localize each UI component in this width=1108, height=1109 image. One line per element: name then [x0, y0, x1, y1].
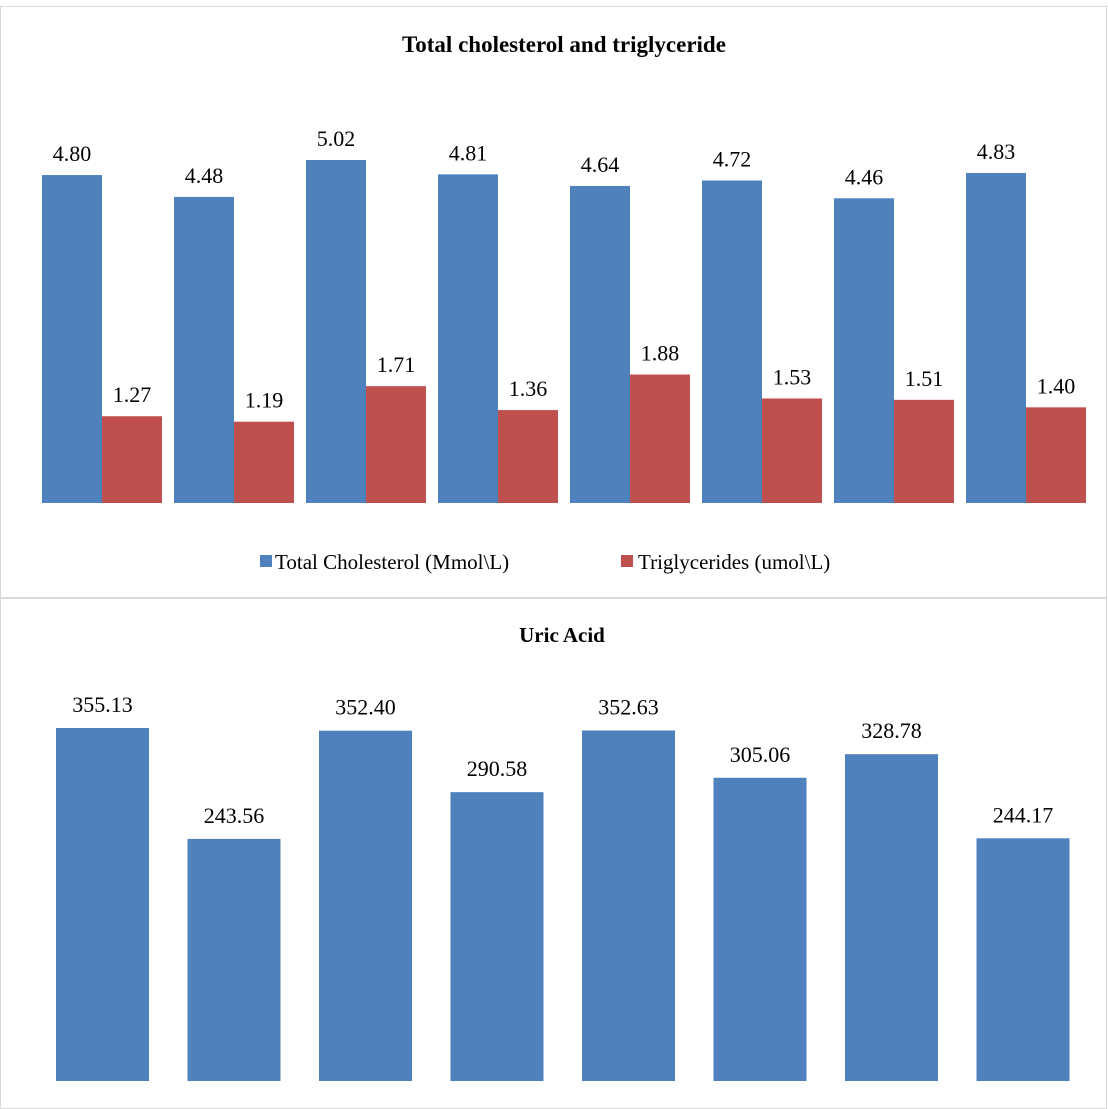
label-total-cholesterol-8: 4.83	[977, 139, 1016, 164]
label-triglycerides-1: 1.27	[113, 382, 152, 407]
chart-panel-cholesterol	[0, 6, 1107, 598]
plot-area-uric-acid: 355.13 243.56 352.40 290.58 352.63 305.06 328.…	[56, 692, 1070, 1081]
bar-uric-acid-6	[713, 777, 807, 1081]
label-uric-acid-7: 328.78	[861, 718, 922, 743]
legend-swatch-total-cholesterol	[260, 555, 272, 567]
label-total-cholesterol-2: 4.48	[185, 163, 224, 188]
bar-total-cholesterol-7	[834, 198, 894, 504]
label-triglycerides-2: 1.19	[245, 388, 284, 413]
bar-triglycerides-2	[234, 421, 294, 503]
label-uric-acid-3: 352.40	[335, 695, 396, 720]
bar-total-cholesterol-2	[174, 196, 234, 503]
chart-title-cholesterol: Total cholesterol and triglyceride	[402, 32, 726, 57]
legend: Total Cholesterol (Mmol\L) Triglycerides…	[260, 550, 830, 574]
label-triglycerides-8: 1.40	[1037, 373, 1076, 398]
bar-uric-acid-1	[56, 728, 149, 1081]
label-total-cholesterol-3: 5.02	[317, 126, 356, 151]
bar-uric-acid-8	[976, 838, 1070, 1081]
bar-uric-acid-7	[845, 754, 938, 1081]
bar-total-cholesterol-1	[42, 175, 102, 504]
chart-title-uric-acid: Uric Acid	[519, 623, 605, 647]
bar-uric-acid-3	[319, 730, 412, 1081]
label-uric-acid-4: 290.58	[467, 756, 528, 781]
chart-panel-uric-acid	[0, 598, 1107, 1109]
label-triglycerides-7: 1.51	[905, 366, 944, 391]
bar-total-cholesterol-4	[438, 174, 498, 503]
bar-uric-acid-2	[187, 838, 281, 1081]
bar-triglycerides-8	[1026, 407, 1086, 503]
bar-total-cholesterol-8	[966, 172, 1026, 504]
bar-total-cholesterol-6	[702, 180, 762, 504]
label-triglycerides-5: 1.88	[641, 341, 680, 366]
label-uric-acid-1: 355.13	[72, 692, 133, 717]
bar-total-cholesterol-3	[306, 160, 366, 503]
bar-triglycerides-5	[630, 374, 690, 503]
bar-triglycerides-3	[366, 386, 426, 503]
legend-swatch-triglycerides	[621, 555, 633, 567]
label-triglycerides-4: 1.36	[509, 376, 548, 401]
legend-label-total-cholesterol: Total Cholesterol (Mmol\L)	[275, 550, 509, 574]
bar-uric-acid-5	[582, 730, 675, 1081]
label-triglycerides-3: 1.71	[377, 352, 416, 377]
bar-triglycerides-7	[894, 399, 954, 503]
label-uric-acid-8: 244.17	[993, 802, 1054, 827]
label-uric-acid-5: 352.63	[598, 694, 659, 719]
bar-triglycerides-6	[762, 398, 822, 503]
label-triglycerides-6: 1.53	[773, 364, 812, 389]
bar-triglycerides-1	[102, 416, 162, 503]
label-total-cholesterol-1: 4.80	[53, 141, 92, 166]
label-uric-acid-2: 243.56	[204, 803, 265, 828]
bar-total-cholesterol-5	[570, 185, 630, 503]
legend-label-triglycerides: Triglycerides (umol\L)	[638, 550, 830, 574]
label-uric-acid-6: 305.06	[730, 742, 791, 767]
label-total-cholesterol-7: 4.46	[845, 164, 884, 189]
bar-triglycerides-4	[498, 410, 558, 503]
label-total-cholesterol-5: 4.64	[581, 152, 620, 177]
plot-area-cholesterol: 4.80 1.27 4.48 1.19 5.02 1.71 4.81 1.36 4.64 1.88…	[42, 126, 1086, 504]
label-total-cholesterol-6: 4.72	[713, 146, 752, 171]
bar-uric-acid-4	[450, 792, 544, 1081]
label-total-cholesterol-4: 4.81	[449, 140, 488, 165]
